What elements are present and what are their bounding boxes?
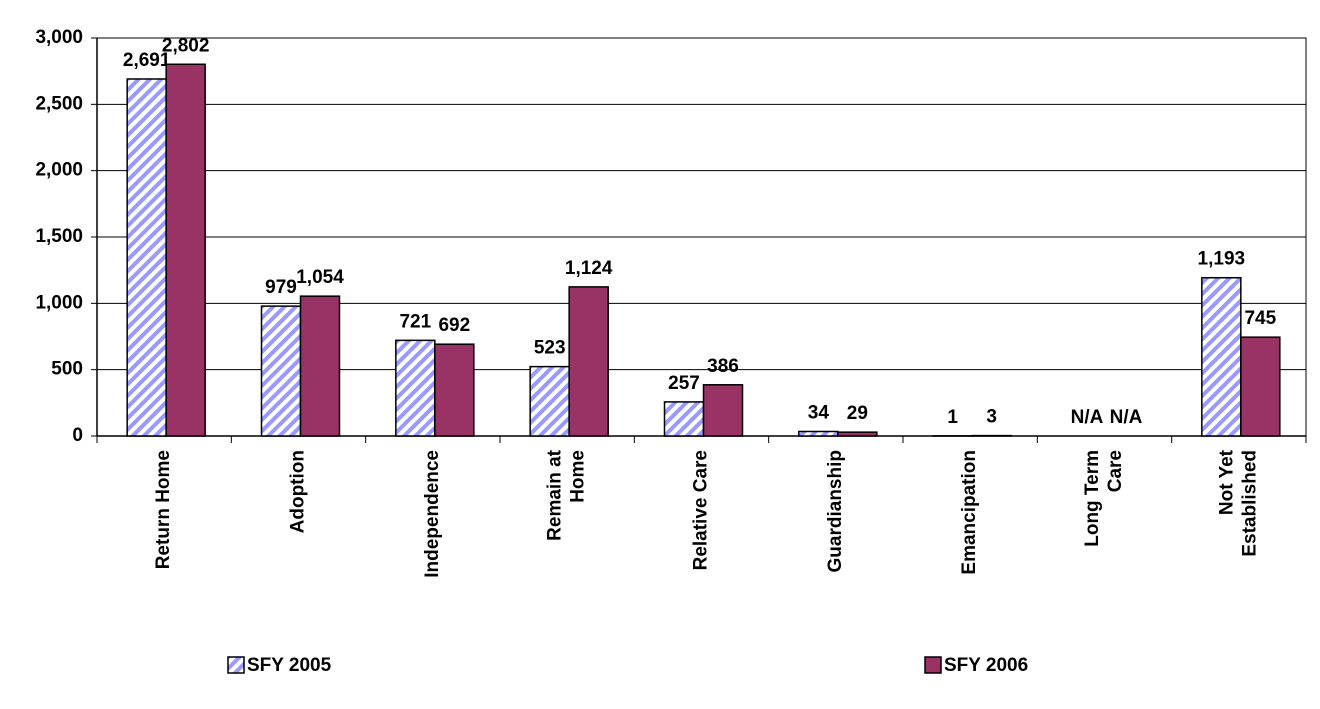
value-label: 257 <box>668 373 700 394</box>
x-tick-label: Remain at Home <box>545 449 589 540</box>
legend-label: SFY 2005 <box>247 655 332 676</box>
value-label: N/A <box>1110 407 1143 428</box>
x-tick-label: Relative Care <box>691 450 712 570</box>
value-label: 29 <box>847 403 868 424</box>
bar <box>798 430 839 437</box>
value-label: N/A <box>1071 407 1104 428</box>
legend-swatch <box>227 656 245 674</box>
y-tick-label: 1,500 <box>35 226 83 247</box>
x-tick-label: Emancipation <box>959 450 980 575</box>
y-tick-label: 1,000 <box>35 292 83 313</box>
value-label: 3 <box>986 407 997 428</box>
value-label: 979 <box>265 277 297 298</box>
value-label: 1,193 <box>1198 249 1246 270</box>
bar <box>299 295 341 437</box>
value-label: 1,124 <box>565 258 613 279</box>
bar <box>126 78 167 437</box>
value-label: 34 <box>808 403 830 424</box>
x-tick-label: Independence <box>422 450 443 578</box>
x-tick-label: Adoption <box>288 450 309 533</box>
y-tick-label: 2,000 <box>35 160 83 181</box>
value-label: 1,054 <box>296 267 344 288</box>
value-label: 2,802 <box>162 35 210 56</box>
x-tick-label: Guardianship <box>825 450 846 572</box>
legend-swatch <box>924 656 942 674</box>
x-tick-label: Return Home <box>153 450 174 569</box>
bar <box>568 286 609 437</box>
bar <box>434 343 475 437</box>
bar <box>702 384 744 437</box>
bar <box>395 339 436 437</box>
bar <box>529 365 570 437</box>
value-label: 386 <box>707 356 739 377</box>
bar <box>663 401 705 437</box>
value-label: 721 <box>399 311 431 332</box>
bar <box>837 431 878 437</box>
value-label: 523 <box>534 338 566 359</box>
bar <box>260 305 302 437</box>
y-tick-label: 2,500 <box>35 93 83 114</box>
bar <box>1240 336 1281 437</box>
y-tick-label: 3,000 <box>35 27 83 48</box>
value-label: 2,691 <box>123 50 171 71</box>
value-label: 692 <box>438 315 470 336</box>
bar <box>165 63 206 437</box>
y-tick-label: 0 <box>72 425 83 446</box>
bar <box>1201 276 1242 437</box>
value-label: 1 <box>947 407 958 428</box>
y-tick-label: 500 <box>51 359 83 380</box>
x-tick-label: Long Term Care <box>1082 450 1126 547</box>
value-label: 745 <box>1244 308 1276 329</box>
legend-label: SFY 2006 <box>944 655 1028 676</box>
x-tick-label: Not Yet Established <box>1216 449 1260 556</box>
